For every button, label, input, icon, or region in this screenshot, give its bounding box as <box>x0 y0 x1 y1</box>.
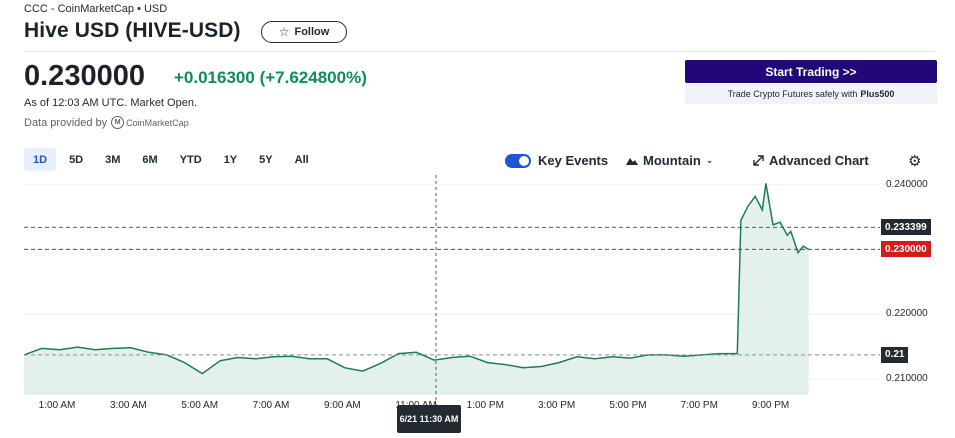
promo-subtitle[interactable]: Trade Crypto Futures safely with Plus500 <box>685 84 937 104</box>
coinmarketcap-icon: M <box>111 116 125 129</box>
crosshair-time-label: 6/21 11:30 AM <box>397 405 461 433</box>
price-area <box>24 183 809 395</box>
range-ytd[interactable]: YTD <box>179 153 202 166</box>
divider <box>24 51 937 52</box>
range-1d[interactable]: 1D <box>24 148 57 171</box>
coinmarketcap-logo: M CoinMarketCap <box>111 116 189 129</box>
previous-close-tag: 0.21 <box>881 346 909 363</box>
y-tick-label: 0.240000 <box>886 178 928 190</box>
y-tick-label: 0.220000 <box>886 308 928 320</box>
range-5d[interactable]: 5D <box>69 153 84 166</box>
y-tick-label: 0.210000 <box>886 372 928 384</box>
market-status: As of 12:03 AM UTC. Market Open. <box>24 97 198 109</box>
x-tick-label: 1:00 PM <box>466 400 504 411</box>
chevron-down-icon: ⌄ <box>705 155 714 165</box>
range-all[interactable]: All <box>294 153 309 166</box>
data-provider: Data provided by M CoinMarketCap <box>24 116 189 129</box>
exchange-label: CCC - CoinMarketCap • USD <box>24 3 168 15</box>
star-icon: ☆ <box>278 25 290 39</box>
start-trading-button[interactable]: Start Trading >> <box>685 60 937 83</box>
range-6m[interactable]: 6M <box>142 153 158 166</box>
chart-type-label: Mountain <box>643 153 701 168</box>
x-tick-label: 3:00 PM <box>538 400 576 411</box>
key-events-toggle[interactable]: Key Events <box>505 153 608 168</box>
range-5y[interactable]: 5Y <box>259 153 273 166</box>
x-tick-label: 3:00 AM <box>110 400 147 411</box>
x-tick-label: 5:00 PM <box>609 400 647 411</box>
change-value: +0.016300 <box>174 68 255 87</box>
advanced-chart-label: Advanced Chart <box>769 153 869 168</box>
x-tick-label: 9:00 PM <box>752 400 790 411</box>
follow-label: Follow <box>294 26 330 38</box>
x-tick-label: 9:00 AM <box>324 400 361 411</box>
toggle-switch-icon[interactable] <box>505 153 531 168</box>
price-line <box>23 183 810 375</box>
expand-icon <box>753 155 764 166</box>
x-tick-label: 1:00 AM <box>38 400 76 411</box>
follow-button[interactable]: ☆ Follow <box>261 21 347 43</box>
range-3m[interactable]: 3M <box>105 153 121 166</box>
x-tick-label: 7:00 AM <box>252 400 290 411</box>
gear-icon[interactable]: ⚙ <box>908 153 922 170</box>
range-1y[interactable]: 1Y <box>223 153 238 166</box>
current-price-tag: 0.230000 <box>881 241 931 258</box>
hover-value-tag: 0.233399 <box>881 219 931 236</box>
provided-by-label: Data provided by <box>24 116 108 129</box>
advanced-chart-button[interactable]: Advanced Chart <box>753 153 869 168</box>
range-selector: 1D 5D 3M 6M YTD 1Y 5Y All <box>24 148 318 171</box>
quote-change: +0.016300 (+7.624800%) <box>174 68 367 88</box>
x-tick-label: 5:00 AM <box>181 400 219 411</box>
change-percent: (+7.624800%) <box>259 68 367 87</box>
page-title: Hive USD (HIVE-USD) <box>24 19 241 42</box>
quote-price: 0.230000 <box>24 60 145 92</box>
chart-type-dropdown[interactable]: Mountain ⌄ <box>626 153 713 168</box>
x-tick-label: 7:00 PM <box>680 400 718 411</box>
mountain-icon <box>626 158 638 165</box>
key-events-label: Key Events <box>538 153 609 168</box>
